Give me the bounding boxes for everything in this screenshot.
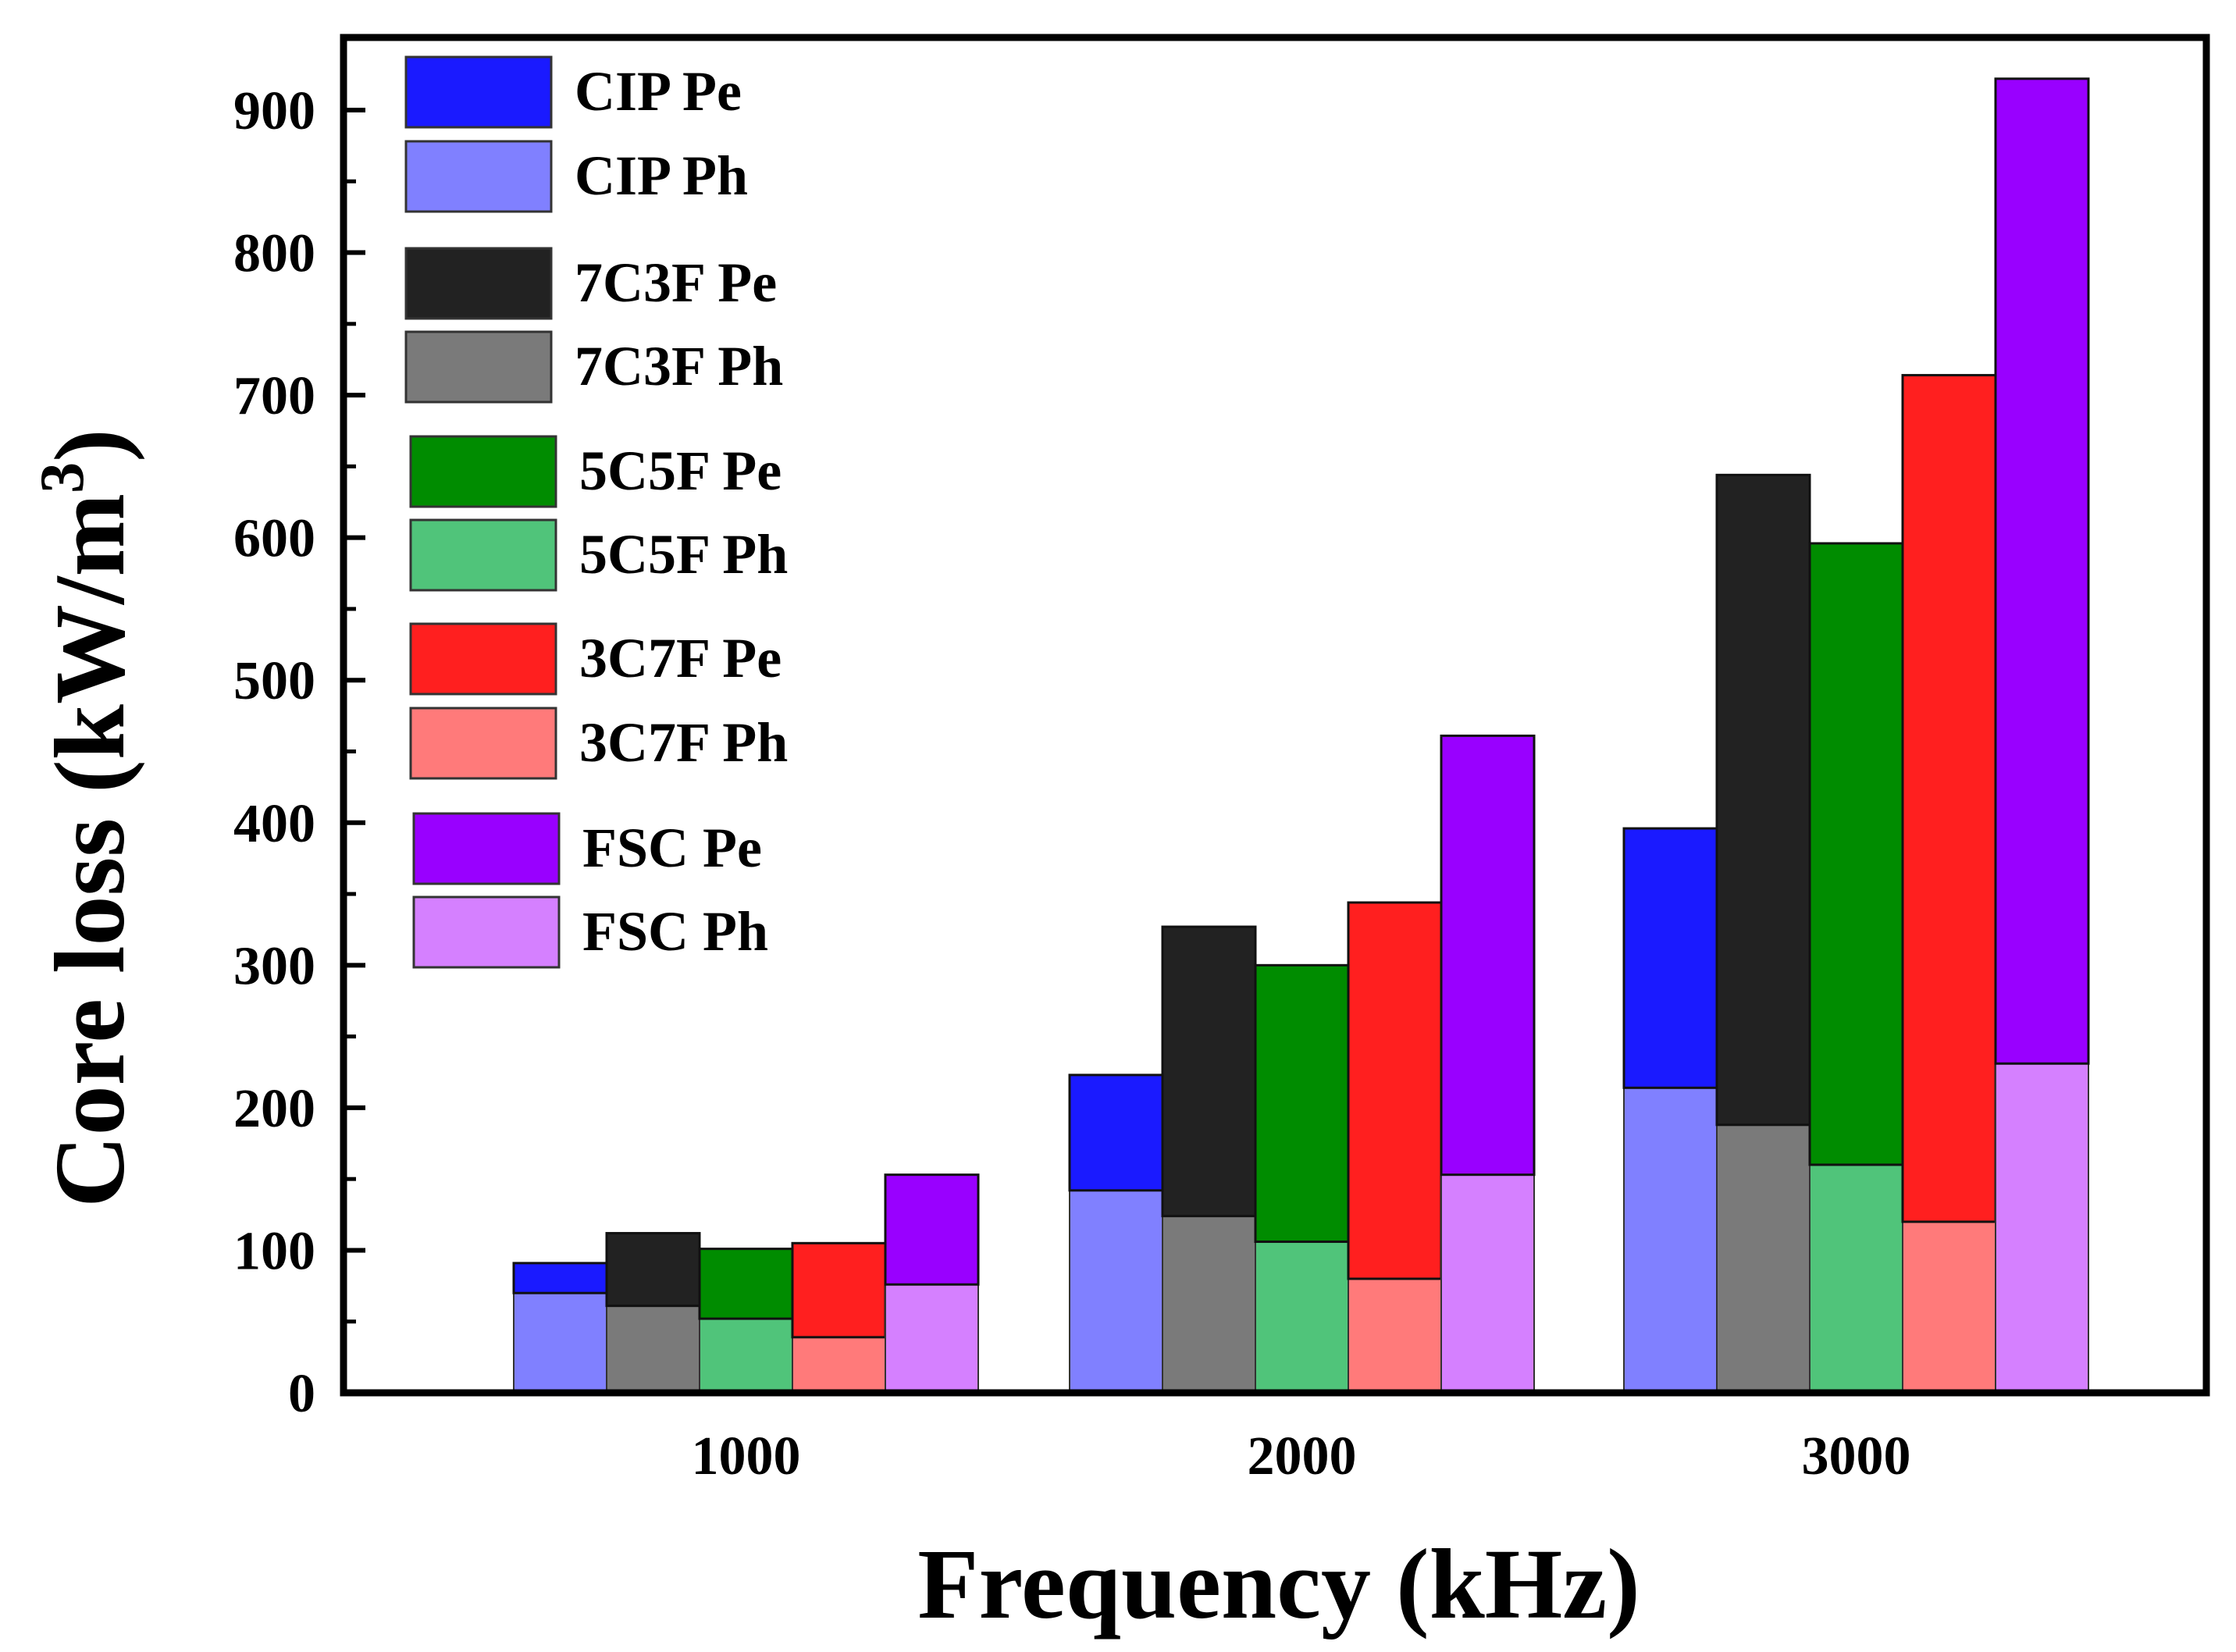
bar-3c7f-ph-2000 xyxy=(1348,1277,1442,1394)
bar-fsc-pe-2000 xyxy=(1440,734,1536,1177)
legend-label: CIP Ph xyxy=(575,144,748,207)
bar-7c3f-pe-3000 xyxy=(1715,473,1811,1127)
bar-7c3f-pe-2000 xyxy=(1161,925,1257,1218)
legend-swatch xyxy=(404,247,553,320)
legend-label: 3C7F Ph xyxy=(579,711,788,774)
legend-swatch xyxy=(409,435,557,508)
legend-swatch xyxy=(404,330,553,404)
legend-swatch xyxy=(409,622,557,696)
legend-label: 5C5F Pe xyxy=(579,440,782,502)
bar-3c7f-ph-1000 xyxy=(792,1336,886,1394)
y-tick-label: 500 xyxy=(233,651,315,711)
bar-7c3f-ph-2000 xyxy=(1162,1215,1256,1394)
bar-5c5f-ph-3000 xyxy=(1809,1163,1903,1394)
x-tick-label: 2000 xyxy=(1248,1426,1357,1486)
y-tick-label: 900 xyxy=(233,81,315,141)
legend-label: 7C3F Ph xyxy=(575,335,783,397)
y-axis-title-main: Core loss (kW/m xyxy=(34,493,145,1208)
bar-fsc-pe-3000 xyxy=(1994,77,2090,1065)
y-tick-label: 300 xyxy=(233,936,315,996)
bar-5c5f-pe-2000 xyxy=(1254,963,1350,1243)
bar-3c7f-pe-3000 xyxy=(1901,374,1997,1223)
y-axis-title-superscript: 3 xyxy=(28,462,97,493)
bars-layer xyxy=(512,77,2090,1394)
legend-swatch xyxy=(404,140,553,213)
bar-cip-ph-3000 xyxy=(1623,1087,1718,1394)
legend-swatch xyxy=(409,518,557,592)
bar-cip-pe-1000 xyxy=(512,1262,608,1294)
bar-7c3f-pe-1000 xyxy=(605,1232,701,1308)
bar-fsc-ph-1000 xyxy=(885,1284,979,1394)
bar-cip-ph-2000 xyxy=(1069,1189,1163,1394)
legend-label: CIP Pe xyxy=(575,60,742,123)
bar-5c5f-ph-2000 xyxy=(1255,1241,1349,1394)
bar-5c5f-pe-1000 xyxy=(698,1248,794,1320)
bar-5c5f-pe-3000 xyxy=(1808,542,1904,1166)
y-tick-label: 400 xyxy=(233,794,315,854)
x-tick-label: 3000 xyxy=(1802,1426,1911,1486)
legend-label: 3C7F Pe xyxy=(579,627,782,689)
legend-label: 5C5F Ph xyxy=(579,523,788,586)
legend-swatch xyxy=(404,55,553,129)
bar-fsc-ph-2000 xyxy=(1440,1173,1535,1394)
bar-7c3f-ph-3000 xyxy=(1716,1123,1811,1394)
y-axis-title-close: ) xyxy=(34,429,145,462)
bar-3c7f-pe-1000 xyxy=(791,1241,887,1339)
legend: CIP Pe CIP Ph 7C3F Pe 7C3F Ph 5C5F Pe 5C5F Ph… xyxy=(404,55,788,969)
y-tick-label: 0 xyxy=(288,1364,315,1424)
x-tick-label: 1000 xyxy=(692,1426,801,1486)
y-tick-label: 800 xyxy=(233,224,315,284)
y-tick-label: 100 xyxy=(233,1221,315,1281)
bar-5c5f-ph-1000 xyxy=(699,1318,793,1394)
bar-fsc-ph-3000 xyxy=(1995,1063,2089,1394)
y-axis-title: Core loss (kW/m3) xyxy=(28,429,145,1208)
legend-label: FSC Ph xyxy=(582,900,768,963)
y-tick-label: 700 xyxy=(233,366,315,426)
bar-3c7f-pe-2000 xyxy=(1347,901,1443,1280)
y-tick-label: 600 xyxy=(233,509,315,569)
legend-swatch xyxy=(409,707,557,780)
x-axis-title: Frequency (kHz) xyxy=(917,1529,1640,1640)
plot-frame xyxy=(340,34,2210,1397)
legend-swatch xyxy=(412,812,561,885)
y-tick-label: 200 xyxy=(233,1079,315,1139)
bar-cip-pe-3000 xyxy=(1622,827,1718,1089)
legend-label: 7C3F Pe xyxy=(575,251,777,314)
y-axis-ticks: 0 100 200 300 400 500 600 700 800 900 xyxy=(233,81,365,1424)
bar-7c3f-ph-1000 xyxy=(606,1305,700,1394)
bar-cip-pe-2000 xyxy=(1068,1073,1164,1192)
legend-swatch xyxy=(412,895,561,969)
x-axis-ticks: 1000 2000 3000 xyxy=(692,1426,1911,1486)
bar-cip-ph-1000 xyxy=(513,1292,607,1394)
legend-label: FSC Pe xyxy=(582,817,762,879)
bar-fsc-pe-1000 xyxy=(884,1173,980,1286)
bar-3c7f-ph-3000 xyxy=(1902,1220,1996,1394)
